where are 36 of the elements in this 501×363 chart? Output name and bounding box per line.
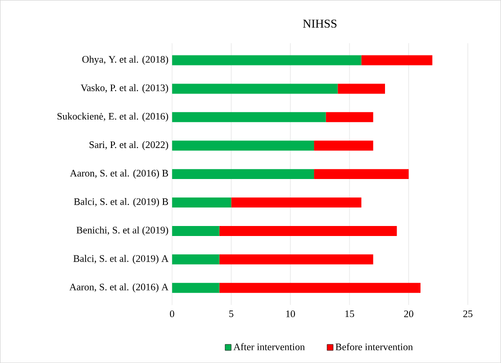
- y-tick-label: Sari, P. et al. (2022): [90, 141, 168, 150]
- legend-label: Before intervention: [336, 343, 413, 350]
- bar: [314, 169, 409, 180]
- x-tick-label: 15: [345, 310, 354, 318]
- x-tick-label: 0: [170, 310, 174, 318]
- bar: [219, 226, 397, 236]
- bar: [338, 84, 386, 94]
- bar: [314, 140, 374, 151]
- y-tick-label: Aaron, S. et al. (2016) A: [69, 283, 168, 292]
- bar: [172, 169, 314, 180]
- bar: [172, 112, 326, 122]
- chart-title: NIHSS: [303, 20, 336, 28]
- bar: [172, 226, 220, 236]
- bar: [172, 254, 220, 264]
- bar: [172, 55, 362, 66]
- bar: [172, 197, 232, 208]
- x-tick-label: 20: [404, 310, 414, 318]
- bar: [231, 197, 362, 208]
- x-tick-label: 25: [463, 310, 472, 318]
- y-tick-label: Aaron, S. et al. (2016) B: [70, 169, 168, 179]
- y-tick-label: Sukockienė, E. et al. (2016): [58, 112, 168, 122]
- y-tick-label: Balci, S. et al. (2019) A: [73, 254, 168, 264]
- bar: [361, 55, 432, 66]
- y-tick-label: Benichi, S. et al (2019): [76, 226, 168, 236]
- x-tick-label: 5: [229, 310, 234, 318]
- bar: [219, 254, 374, 264]
- bar: [172, 140, 314, 151]
- y-tick-label: Balci, S. et al. (2019) B: [74, 198, 168, 207]
- y-tick-label: Ohya, Y. et al. (2018): [82, 56, 168, 65]
- y-tick-label: Vasko, P. et al. (2013): [80, 84, 168, 94]
- legend-label: After intervention: [233, 343, 305, 350]
- bar: [219, 282, 421, 293]
- bar: [172, 84, 338, 94]
- bar: [326, 112, 374, 122]
- bar: [172, 282, 220, 293]
- x-tick-label: 10: [286, 310, 295, 318]
